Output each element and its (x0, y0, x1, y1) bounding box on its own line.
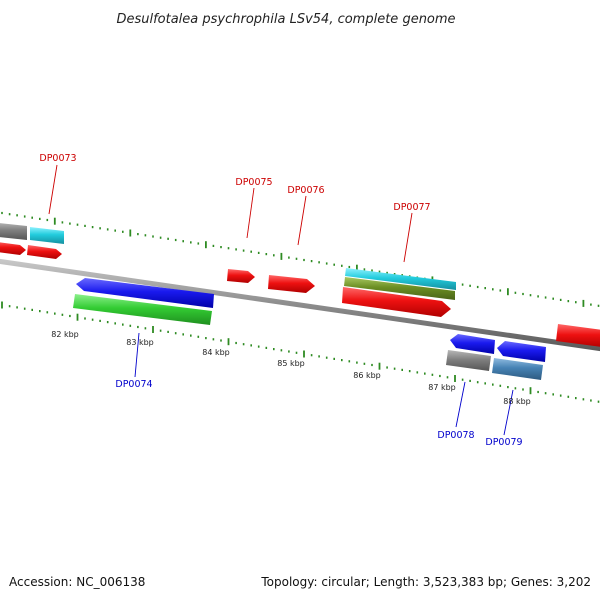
gene-label-dp0073[interactable]: DP0073 (39, 153, 76, 164)
gene-label-dp0074[interactable]: DP0074 (115, 379, 152, 390)
gene-labels: DP0073 DP0075 DP0076 DP0077 DP0074 DP007… (39, 153, 522, 448)
gene-dp0078-feature-gray[interactable] (446, 350, 491, 371)
kbp-label: 85 kbp (277, 359, 305, 368)
reverse-strand-features (73, 278, 546, 380)
kbp-label: 82 kbp (51, 330, 79, 339)
outer-tick-ring (1, 211, 600, 307)
genome-backbone (0, 258, 600, 352)
gene-dp0077-feature-cyan[interactable] (345, 268, 456, 290)
gene-feature-cyan[interactable] (30, 227, 64, 244)
kbp-label: 83 kbp (126, 338, 154, 347)
gene-label-dp0077[interactable]: DP0077 (393, 202, 430, 213)
gene-dp0079-feature-steel[interactable] (492, 358, 543, 380)
gene-dp0076-arrow[interactable] (268, 275, 315, 293)
inner-tick-ring (1, 301, 600, 403)
genome-title: Desulfotalea psychrophila LSv54, complet… (116, 12, 455, 27)
kbp-label: 88 kbp (503, 397, 531, 406)
genome-summary-text: Topology: circular; Length: 3,523,383 bp… (260, 575, 591, 589)
label-leader-lines (48, 164, 514, 436)
gene-dp0074-feature-green[interactable] (73, 294, 212, 325)
gene-dp0078-arrow[interactable] (450, 334, 495, 354)
gene-dp0079-arrow[interactable] (497, 341, 546, 362)
gene-dp0074-arrow[interactable] (76, 278, 214, 308)
gene-dp0075-arrow[interactable] (227, 269, 255, 283)
kbp-label: 87 kbp (428, 383, 456, 392)
gene-label-dp0076[interactable]: DP0076 (287, 185, 324, 196)
kbp-label: 84 kbp (202, 348, 230, 357)
gene-dp0077-arrow[interactable] (342, 287, 451, 317)
gene-feature-red-b[interactable] (556, 324, 600, 348)
gene-label-dp0078[interactable]: DP0078 (437, 430, 474, 441)
gene-feature-red-a[interactable] (27, 245, 62, 259)
accession-text: Accession: NC_006138 (9, 575, 145, 589)
gene-label-dp0079[interactable]: DP0079 (485, 437, 522, 448)
forward-strand-features (0, 222, 600, 348)
kbp-label: 86 kbp (353, 371, 381, 380)
gene-dp0077-feature-olive[interactable] (344, 277, 455, 300)
gene-feature-gray[interactable] (0, 222, 27, 240)
gene-dp0073-arrow[interactable] (0, 241, 26, 255)
gene-label-dp0075[interactable]: DP0075 (235, 177, 272, 188)
kbp-scale-labels: 82 kbp 83 kbp 84 kbp 85 kbp 86 kbp 87 kb… (51, 330, 531, 406)
